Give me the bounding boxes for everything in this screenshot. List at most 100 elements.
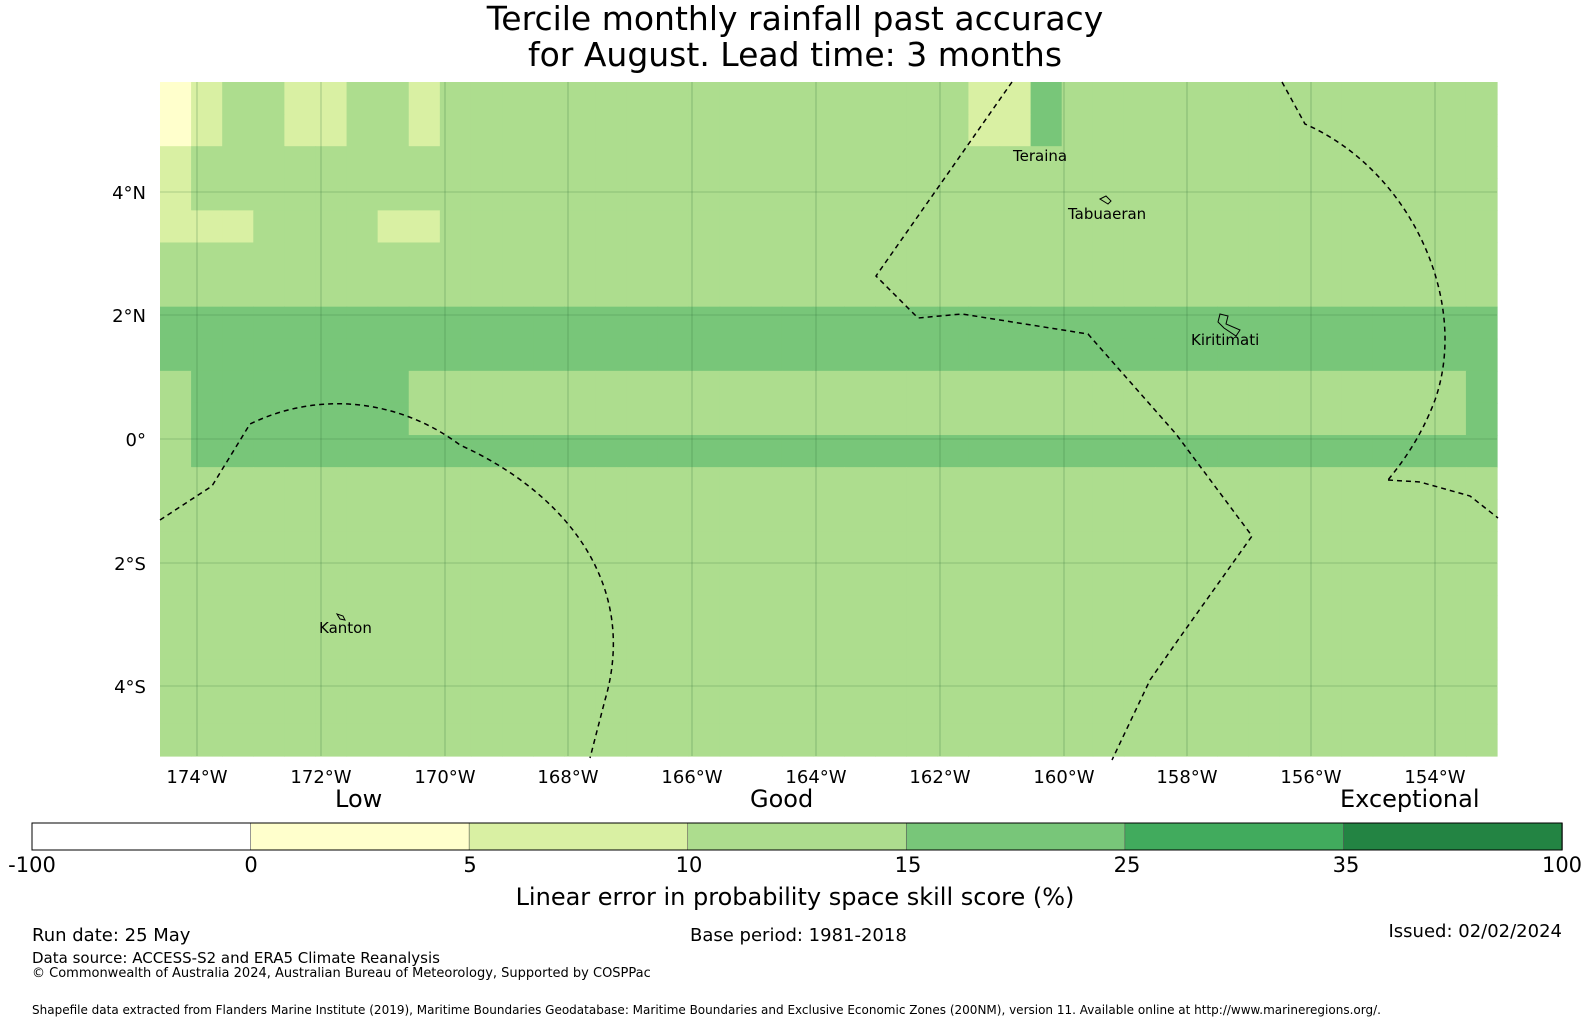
skill-cell bbox=[657, 338, 690, 372]
skill-cell bbox=[657, 306, 690, 340]
skill-cell bbox=[781, 595, 814, 629]
skill-cell bbox=[533, 627, 565, 661]
skill-cell bbox=[595, 146, 627, 179]
skill-cell bbox=[937, 467, 970, 500]
skill-cell bbox=[408, 402, 441, 436]
skill-cell bbox=[1341, 370, 1374, 404]
skill-cell bbox=[439, 82, 472, 115]
skill-cell bbox=[439, 723, 472, 757]
skill-cell bbox=[875, 467, 907, 500]
skill-cell bbox=[781, 467, 814, 500]
skill-cell bbox=[999, 531, 1032, 565]
skill-cell bbox=[1186, 659, 1218, 693]
skill-cell bbox=[1154, 370, 1187, 404]
skill-cell bbox=[1248, 274, 1280, 308]
skill-cell bbox=[999, 467, 1032, 500]
skill-cell bbox=[191, 499, 223, 532]
skill-cell bbox=[439, 370, 472, 404]
eez-boundaries bbox=[159, 81, 1499, 761]
skill-grid bbox=[160, 82, 1498, 757]
skill-cell bbox=[968, 595, 1001, 629]
skill-cell bbox=[1092, 595, 1125, 629]
skill-cell bbox=[906, 274, 938, 308]
skill-cell bbox=[719, 595, 752, 629]
skill-cell bbox=[1434, 82, 1467, 115]
skill-cell bbox=[1248, 435, 1280, 468]
skill-cell bbox=[1217, 82, 1249, 115]
skill-cell bbox=[1061, 563, 1094, 597]
skill-cell bbox=[1154, 210, 1187, 244]
legend-category-low: Low bbox=[335, 785, 383, 813]
skill-cell bbox=[781, 274, 814, 308]
skill-cell bbox=[222, 402, 254, 436]
skill-cell bbox=[626, 563, 659, 597]
colorbar-segment bbox=[687, 822, 908, 851]
skill-cell bbox=[191, 146, 223, 179]
skill-cell bbox=[1403, 531, 1436, 565]
lon-tick-label: 162°W bbox=[909, 767, 970, 788]
skill-cell bbox=[719, 338, 752, 372]
skill-cell bbox=[626, 146, 659, 179]
run-date: Run date: 25 May bbox=[32, 925, 191, 946]
skill-cell bbox=[408, 274, 441, 308]
skill-cell bbox=[1341, 82, 1374, 115]
skill-cell bbox=[191, 627, 223, 661]
skill-cell bbox=[719, 146, 752, 179]
skill-cell bbox=[750, 402, 783, 436]
skill-cell bbox=[1123, 274, 1156, 308]
skill-cell bbox=[1186, 595, 1218, 629]
skill-cell bbox=[1403, 467, 1436, 500]
skill-cell bbox=[1154, 274, 1187, 308]
skill-cell bbox=[1092, 723, 1125, 757]
skill-cell bbox=[1061, 531, 1094, 565]
skill-cell bbox=[999, 723, 1032, 757]
skill-cell bbox=[346, 338, 379, 372]
skill-cell bbox=[315, 114, 348, 147]
skill-cell bbox=[439, 306, 472, 340]
skill-cell bbox=[875, 338, 907, 372]
lon-tick-label: 174°W bbox=[166, 767, 227, 788]
skill-cell bbox=[191, 659, 223, 693]
skill-cell bbox=[1434, 370, 1467, 404]
skill-cell bbox=[781, 499, 814, 532]
skill-cell bbox=[812, 499, 845, 532]
skill-cell bbox=[1030, 499, 1063, 532]
skill-cell bbox=[284, 210, 317, 244]
skill-cell bbox=[1403, 210, 1436, 244]
skill-cell bbox=[688, 178, 721, 211]
skill-cell bbox=[222, 370, 254, 404]
skill-cell bbox=[906, 370, 938, 404]
skill-cell bbox=[191, 274, 223, 308]
skill-cell bbox=[999, 499, 1032, 532]
skill-cell bbox=[191, 563, 223, 597]
skill-cell bbox=[502, 82, 534, 115]
lat-tick-label: 2°N bbox=[112, 306, 146, 327]
skill-cell bbox=[812, 563, 845, 597]
skill-cell bbox=[750, 210, 783, 244]
skill-cell bbox=[875, 595, 907, 629]
skill-cell bbox=[1248, 370, 1280, 404]
skill-cell bbox=[1154, 467, 1187, 500]
skill-cell bbox=[1434, 146, 1467, 179]
skill-cell bbox=[284, 370, 317, 404]
skill-cell bbox=[1217, 595, 1249, 629]
skill-cell bbox=[502, 146, 534, 179]
skill-cell bbox=[688, 499, 721, 532]
skill-cell bbox=[253, 402, 285, 436]
skill-cell bbox=[160, 659, 192, 693]
skill-cell bbox=[1372, 338, 1405, 372]
skill-cell bbox=[346, 531, 379, 565]
skill-cell bbox=[253, 274, 285, 308]
skill-cell bbox=[937, 178, 970, 211]
skill-cell bbox=[346, 114, 379, 147]
skill-cell bbox=[657, 370, 690, 404]
lon-tick-label: 170°W bbox=[414, 767, 475, 788]
skill-cell bbox=[1465, 306, 1498, 340]
skill-cell bbox=[533, 114, 565, 147]
skill-cell bbox=[657, 659, 690, 693]
skill-cell bbox=[781, 210, 814, 244]
skill-cell bbox=[1123, 370, 1156, 404]
eez-boundary-line bbox=[159, 403, 615, 759]
colorbar-tick-label: 100 bbox=[1541, 853, 1583, 877]
skill-cell bbox=[1465, 435, 1498, 468]
